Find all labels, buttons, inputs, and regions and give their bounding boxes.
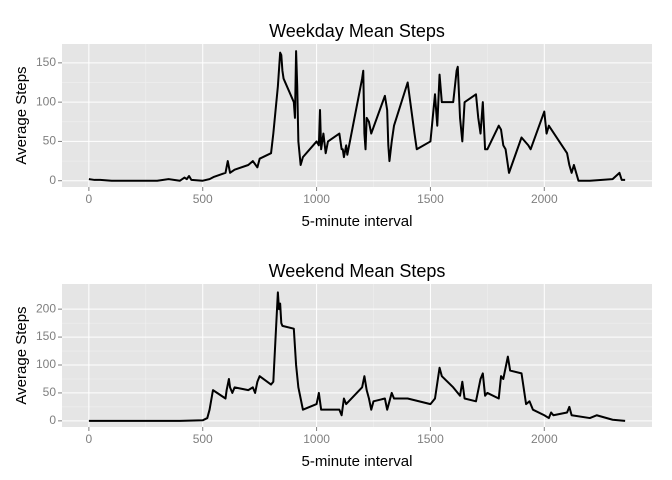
y-tick-label: 50 [43, 385, 57, 399]
data-line [88, 291, 626, 422]
y-tick-label: 100 [36, 94, 56, 108]
x-axis-title: 5-minute interval [302, 453, 413, 470]
y-tick-label: 0 [49, 413, 56, 427]
x-tick-label: 1000 [303, 192, 330, 206]
x-tick-label: 500 [193, 192, 213, 206]
y-tick-label: 0 [49, 173, 56, 187]
plot-background [62, 44, 652, 187]
data-line [88, 50, 626, 182]
x-tick-label: 0 [86, 432, 93, 446]
x-tick-label: 2000 [531, 192, 558, 206]
plot-background [62, 284, 652, 427]
chart-title: Weekend Mean Steps [269, 261, 446, 281]
y-tick-label: 50 [43, 134, 57, 148]
x-tick-label: 1500 [417, 192, 444, 206]
chart-title: Weekday Mean Steps [269, 21, 445, 41]
x-tick-label: 1500 [417, 432, 444, 446]
x-tick-label: 1000 [303, 432, 330, 446]
x-axis-title: 5-minute interval [302, 213, 413, 230]
y-tick-label: 100 [36, 357, 56, 371]
y-tick-label: 150 [36, 329, 56, 343]
x-tick-label: 2000 [531, 432, 558, 446]
y-tick-label: 200 [36, 301, 56, 315]
x-tick-label: 500 [193, 432, 213, 446]
x-tick-label: 0 [86, 192, 93, 206]
y-axis-title: Average Steps [13, 306, 30, 404]
y-tick-label: 150 [36, 55, 56, 69]
y-axis-title: Average Steps [13, 66, 30, 164]
